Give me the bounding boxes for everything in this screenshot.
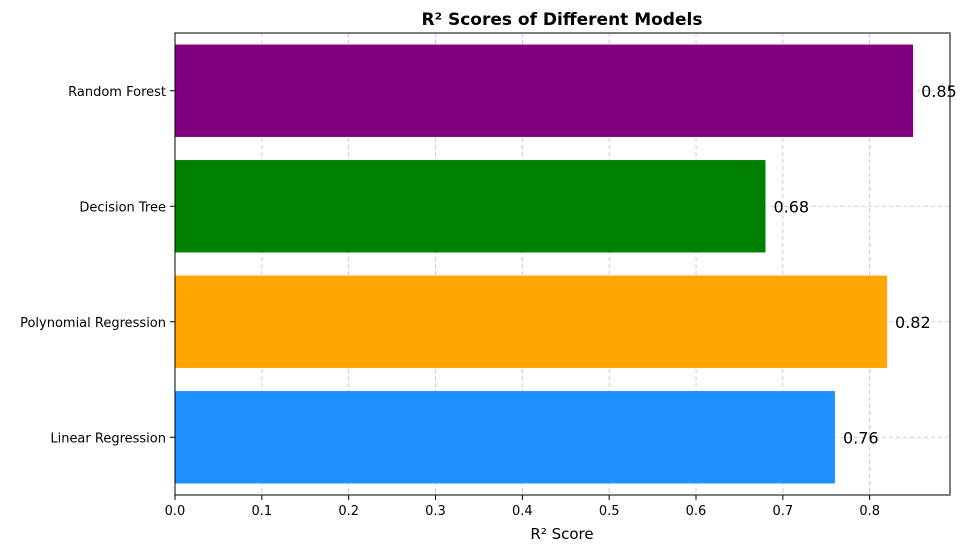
data-label: 0.76	[843, 428, 879, 447]
data-label: 0.82	[895, 313, 931, 332]
plot-frame	[174, 32, 951, 496]
x-tick-label: 0.6	[686, 504, 707, 519]
data-labels: 0.76 0.82 0.68 0.85	[773, 82, 956, 448]
bar	[175, 391, 835, 484]
y-tick-label: Random Forest	[68, 85, 166, 100]
bar	[175, 44, 914, 137]
chart-title: R² Scores of Different Models	[422, 10, 703, 30]
x-tick-label: 0.0	[165, 504, 186, 519]
axes: 0.0 0.1 0.2 0.3 0.4 0.5 0.6 0.7 0.8 Linear Regres…	[20, 32, 951, 519]
x-tick-label: 0.1	[251, 504, 272, 519]
x-tick-label: 0.8	[859, 504, 880, 519]
data-label: 0.68	[773, 197, 809, 216]
y-tick-label: Linear Regression	[50, 431, 166, 446]
x-tick-label: 0.7	[772, 504, 793, 519]
x-tick-label: 0.2	[338, 504, 359, 519]
x-axis-label: R² Score	[530, 525, 593, 543]
x-tick-label: 0.4	[512, 504, 533, 519]
data-label: 0.85	[921, 82, 957, 101]
bar	[175, 160, 766, 253]
x-tick-label: 0.5	[599, 504, 620, 519]
y-tick-label: Decision Tree	[79, 200, 166, 215]
bars	[175, 44, 914, 484]
bar	[175, 275, 888, 368]
y-tick-label: Polynomial Regression	[20, 316, 166, 331]
x-tick-label: 0.3	[425, 504, 446, 519]
